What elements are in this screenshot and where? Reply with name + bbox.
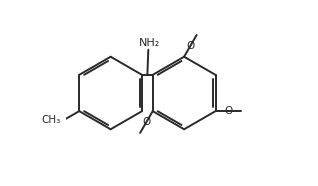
Text: NH₂: NH₂ (139, 38, 160, 48)
Text: O: O (224, 106, 232, 116)
Text: CH₃: CH₃ (42, 116, 61, 125)
Text: O: O (186, 41, 195, 51)
Text: O: O (142, 117, 150, 127)
